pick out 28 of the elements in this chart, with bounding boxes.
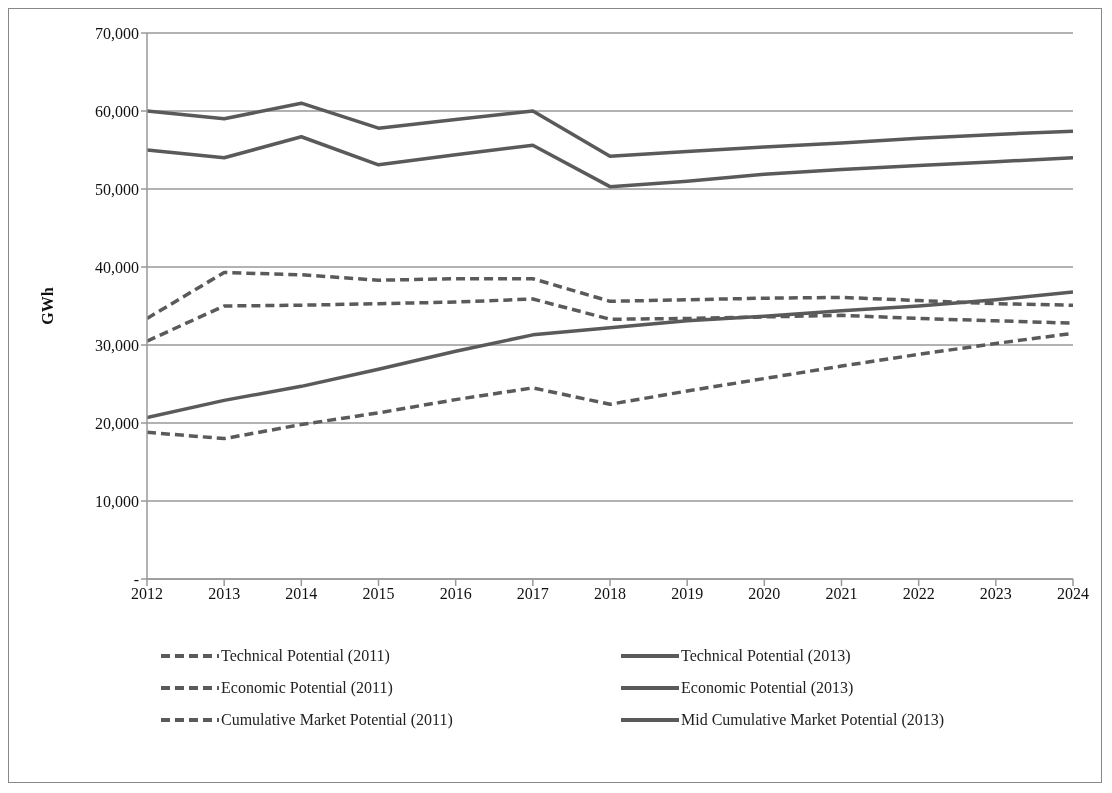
x-tick-label: 2014 bbox=[285, 585, 318, 603]
x-tick-label: 2024 bbox=[1057, 585, 1089, 603]
x-tick-label: 2019 bbox=[671, 585, 704, 603]
x-tick-label: 2013 bbox=[208, 585, 241, 603]
legend-label: Mid Cumulative Market Potential (2013) bbox=[681, 711, 945, 729]
y-tick-label: 50,000 bbox=[95, 180, 139, 198]
y-tick-label: 10,000 bbox=[95, 492, 139, 510]
y-tick-label: 40,000 bbox=[95, 258, 139, 276]
legend-label: Economic Potential (2011) bbox=[221, 679, 393, 697]
legend-label: Cumulative Market Potential (2011) bbox=[221, 711, 453, 729]
legend-label: Economic Potential (2013) bbox=[681, 679, 854, 697]
y-tick-label: 60,000 bbox=[95, 102, 139, 120]
x-tick-label: 2023 bbox=[979, 585, 1012, 603]
x-tick-label: 2018 bbox=[594, 585, 626, 603]
legend-label: Technical Potential (2013) bbox=[681, 647, 851, 665]
x-tick-label: 2021 bbox=[825, 585, 858, 603]
x-tick-label: 2022 bbox=[902, 585, 935, 603]
y-axis-title: GWh bbox=[38, 287, 56, 325]
legend-label: Technical Potential (2011) bbox=[221, 647, 390, 665]
y-tick-label: - bbox=[133, 570, 139, 588]
x-tick-label: 2015 bbox=[362, 585, 395, 603]
x-tick-label: 2017 bbox=[516, 585, 549, 603]
x-tick-label: 2016 bbox=[439, 585, 472, 603]
x-tick-label: 2020 bbox=[748, 585, 781, 603]
y-tick-label: 20,000 bbox=[95, 414, 139, 432]
y-tick-label: 70,000 bbox=[95, 24, 139, 42]
y-tick-label: 30,000 bbox=[95, 336, 139, 354]
x-tick-label: 2012 bbox=[131, 585, 163, 603]
